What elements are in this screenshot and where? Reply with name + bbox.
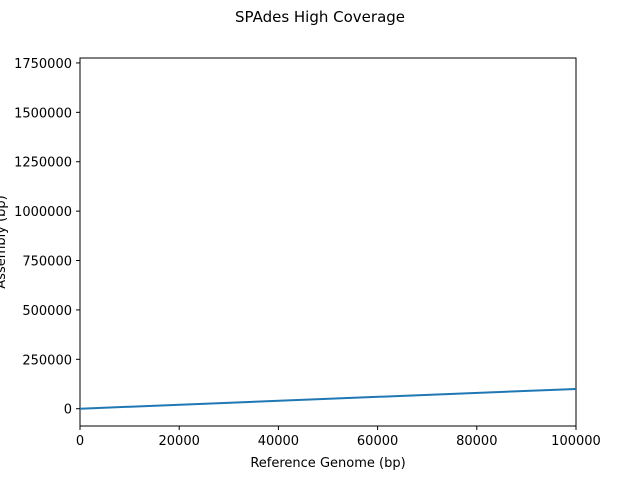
series-layer	[79, 387, 577, 410]
y-tick-label: 1000000	[14, 205, 72, 220]
y-tick-label: 750000	[22, 255, 72, 270]
x-tick-label: 60000	[357, 434, 398, 449]
y-tick-label: 0	[64, 403, 72, 418]
y-tick-label: 1750000	[14, 57, 72, 72]
series-line-0	[79, 387, 577, 410]
axes-frame	[79, 57, 577, 427]
x-tick-label: 0	[76, 434, 84, 449]
y-axis-ticks: 0 250000 500000 750000 1000000 1250000 1500000…	[14, 57, 80, 418]
x-axis-label: Reference Genome (bp)	[250, 456, 405, 471]
plot-area	[79, 57, 577, 427]
x-tick-label: 100000	[551, 434, 601, 449]
chart-title: SPAdes High Coverage	[235, 8, 405, 26]
x-tick-label: 80000	[456, 434, 497, 449]
y-tick-label: 500000	[22, 304, 72, 319]
y-tick-label: 1500000	[14, 106, 72, 121]
y-tick-label: 250000	[22, 353, 72, 368]
y-axis-label: Assembly (bp)	[0, 195, 9, 288]
x-tick-label: 20000	[159, 434, 200, 449]
x-axis-ticks: 0 20000 40000 60000 80000 100000	[76, 426, 601, 449]
x-tick-label: 40000	[258, 434, 299, 449]
y-tick-label: 1250000	[14, 156, 72, 171]
